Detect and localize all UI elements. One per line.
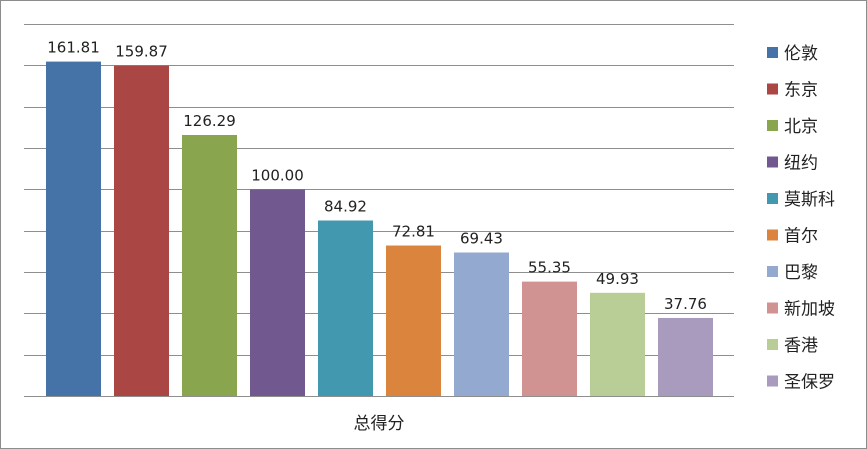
data-label-8: 55.35	[528, 259, 571, 277]
bar-6	[386, 245, 441, 396]
legend-label-8: 新加坡	[784, 300, 835, 320]
bar-9	[590, 292, 645, 396]
bar-5	[318, 220, 373, 396]
data-label-2: 159.87	[115, 43, 168, 61]
legend-label-4: 纽约	[784, 154, 818, 174]
legend-label-2: 东京	[784, 81, 818, 101]
legend-label-5: 莫斯科	[784, 190, 835, 210]
legend-swatch-3	[767, 120, 778, 131]
legend-label-10: 圣保罗	[784, 373, 835, 393]
data-label-7: 69.43	[460, 230, 503, 248]
legend-swatch-8	[767, 302, 778, 314]
legend-swatch-2	[767, 83, 778, 95]
legend-swatch-6	[767, 229, 778, 241]
bar-10	[658, 317, 713, 396]
legend-label-1: 伦敦	[784, 44, 818, 64]
legend-swatch-10	[767, 375, 778, 387]
data-labels: 161.81 159.87 126.29 100.00 84.92 72.81 69.43 5…	[47, 39, 707, 313]
bar-2	[114, 65, 169, 397]
data-label-4: 100.00	[251, 166, 304, 184]
legend-swatch-9	[767, 339, 778, 350]
legend-swatch-5	[767, 193, 778, 204]
data-label-6: 72.81	[392, 223, 435, 241]
legend-label-7: 巴黎	[784, 263, 818, 283]
bar-4	[250, 189, 305, 396]
legend-label-3: 北京	[784, 117, 818, 137]
bar-8	[522, 281, 577, 396]
bars	[46, 61, 713, 397]
bar-3	[182, 135, 237, 396]
bar-7	[454, 252, 509, 396]
legend-label-9: 香港	[784, 336, 818, 356]
data-label-3: 126.29	[183, 112, 236, 130]
legend-swatch-4	[767, 156, 778, 168]
data-label-9: 49.93	[596, 270, 639, 288]
legend-label-6: 首尔	[784, 227, 818, 247]
data-label-1: 161.81	[47, 39, 100, 57]
bar-1	[46, 61, 101, 397]
x-axis-label: 总得分	[354, 414, 405, 434]
legend-swatch-1	[767, 47, 778, 58]
data-label-10: 37.76	[664, 295, 707, 313]
data-label-5: 84.92	[324, 197, 367, 215]
legend-swatch-7	[767, 266, 778, 277]
